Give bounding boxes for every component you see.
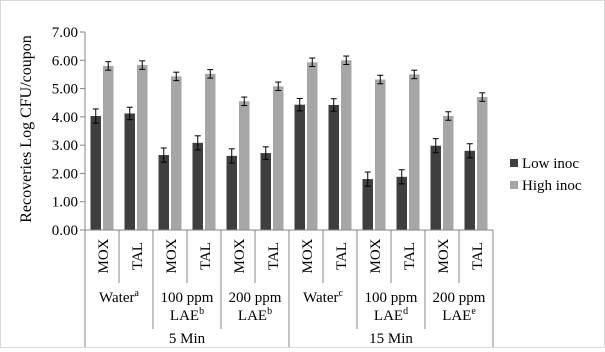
- bar-high-inoc: [307, 62, 318, 230]
- y-tick-label: 2.00: [52, 166, 78, 182]
- legend: Low inoc High inoc: [510, 156, 582, 194]
- x-group-label-treatment: 200 ppm: [433, 290, 486, 306]
- y-axis-title-group: Recoveries Log CFU/coupon: [18, 35, 35, 223]
- bar-low-inoc: [464, 150, 475, 230]
- x-group-label-treatment: Watera: [99, 288, 139, 306]
- x-group-label-time: 15 Min: [369, 331, 413, 347]
- x-group-label-treatment-line2: LAEe: [442, 306, 476, 324]
- bar-high-inoc: [103, 65, 114, 230]
- bar-low-inoc: [328, 104, 339, 230]
- x-tick-label-coupon: TAL: [266, 242, 282, 270]
- x-tick-label-coupon: MOX: [164, 238, 180, 273]
- bar-chart: Recoveries Log CFU/coupon 0.00 1.00 2.00 3.…: [18, 25, 582, 347]
- bar-high-inoc: [375, 79, 386, 231]
- y-axis-title: Recoveries Log CFU/coupon: [18, 35, 35, 223]
- legend-label: Low inoc: [522, 156, 579, 172]
- y-axis-ticks: 0.00 1.00 2.00 3.00 4.00 5.00 6.00 7.00: [52, 25, 85, 239]
- y-tick-label: 1.00: [52, 195, 78, 211]
- bar-high-inoc: [443, 116, 454, 230]
- bar-high-inoc: [341, 60, 352, 231]
- footnote-superscript: e: [471, 306, 476, 317]
- bar-high-inoc: [171, 76, 182, 230]
- x-group-label-treatment: Waterc: [303, 288, 343, 306]
- bar-low-inoc: [158, 155, 169, 230]
- error-bars: [92, 55, 486, 187]
- footnote-superscript: a: [134, 288, 139, 299]
- x-tick-label-coupon: TAL: [470, 242, 486, 270]
- axes: [84, 32, 494, 347]
- bar-high-inoc: [239, 101, 250, 230]
- bar-low-inoc: [260, 153, 271, 230]
- x-tick-label-coupon: MOX: [232, 238, 248, 273]
- x-tick-label-coupon: TAL: [334, 242, 350, 270]
- x-group-label-treatment: 100 ppm: [365, 290, 418, 306]
- legend-label: High inoc: [522, 178, 582, 194]
- bar-low-inoc: [124, 113, 135, 230]
- bar-low-inoc: [430, 145, 441, 230]
- x-tick-label-coupon: TAL: [198, 242, 214, 270]
- x-tick-label-coupon: TAL: [402, 242, 418, 270]
- bar-low-inoc: [226, 155, 237, 230]
- legend-swatch: [510, 159, 518, 167]
- x-group-label-treatment: 100 ppm: [161, 290, 214, 306]
- x-group-label-treatment: 200 ppm: [229, 290, 282, 306]
- y-tick-label: 7.00: [52, 25, 78, 41]
- bar-low-inoc: [362, 179, 373, 230]
- x-tick-label-coupon: MOX: [96, 238, 112, 273]
- bar-high-inoc: [137, 65, 148, 230]
- footnote-superscript: b: [199, 306, 204, 317]
- footnote-superscript: c: [338, 288, 343, 299]
- footnote-superscript: d: [403, 306, 408, 317]
- bar-high-inoc: [409, 74, 420, 230]
- x-tick-label-coupon: MOX: [300, 238, 316, 273]
- x-group-label-treatment-line2: LAEb: [170, 306, 204, 324]
- y-tick-label: 3.00: [52, 138, 78, 154]
- bar-high-inoc: [273, 86, 284, 231]
- bar-low-inoc: [294, 104, 305, 230]
- bars: [90, 60, 488, 231]
- bar-low-inoc: [396, 176, 407, 230]
- x-group-label-time: 5 Min: [169, 331, 206, 347]
- y-tick-label: 6.00: [52, 53, 78, 69]
- x-group-label-treatment-line2: LAEd: [374, 306, 408, 324]
- y-tick-label: 0.00: [52, 223, 78, 239]
- x-group-label-treatment-line2: LAEb: [238, 306, 272, 324]
- y-tick-label: 5.00: [52, 82, 78, 98]
- x-tick-label-coupon: MOX: [368, 238, 384, 273]
- y-tick-label: 4.00: [52, 110, 78, 126]
- x-tick-label-coupon: MOX: [436, 238, 452, 273]
- bar-low-inoc: [192, 142, 203, 230]
- x-tick-label-coupon: TAL: [130, 242, 146, 270]
- bar-high-inoc: [205, 73, 216, 230]
- x-axis-labels: MOX TAL MOX TAL MOX TAL MOX TAL MOX TAL MOX TAL Wate…: [96, 238, 486, 347]
- footnote-superscript: b: [267, 306, 272, 317]
- legend-swatch: [510, 181, 518, 189]
- bar-low-inoc: [90, 116, 101, 230]
- bar-high-inoc: [477, 97, 488, 230]
